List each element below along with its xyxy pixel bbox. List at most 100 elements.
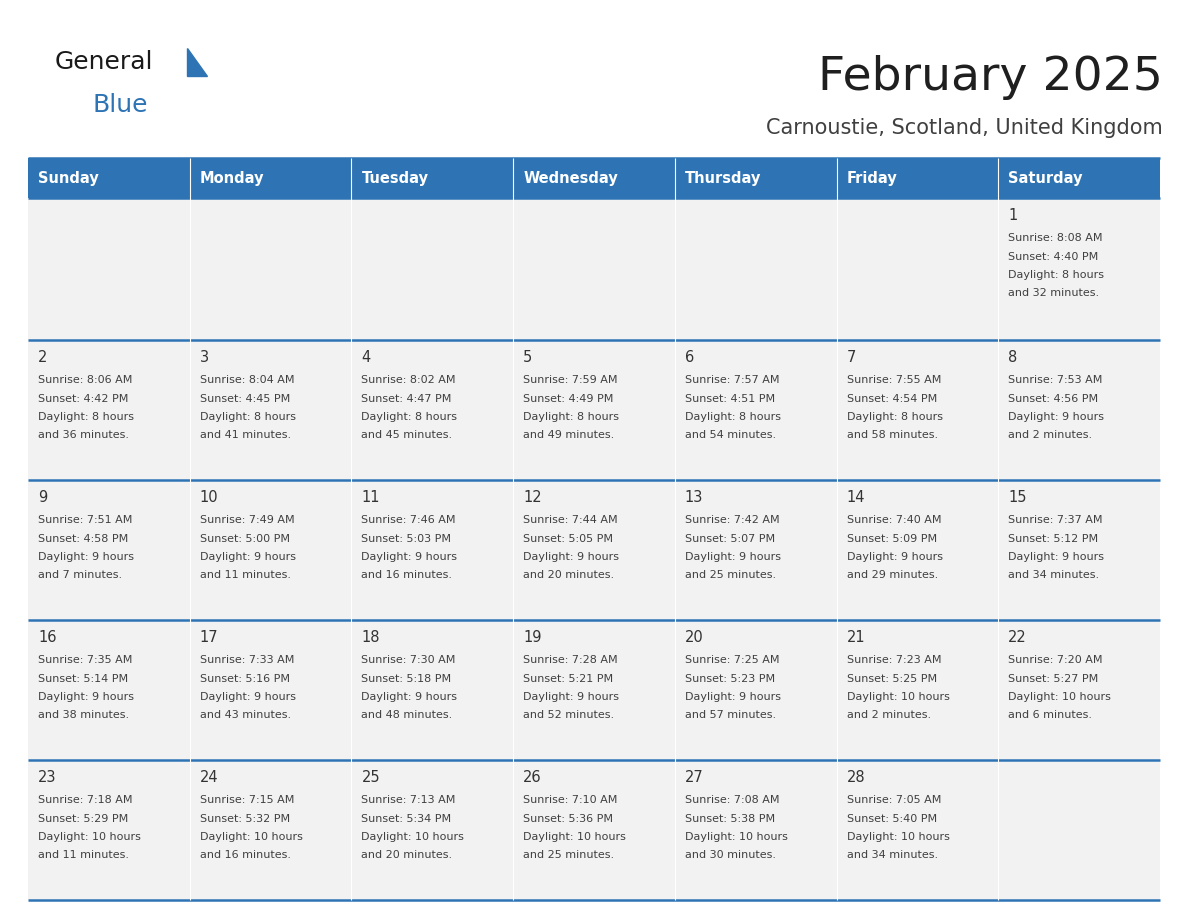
- Text: Daylight: 9 hours: Daylight: 9 hours: [38, 692, 134, 702]
- Text: 22: 22: [1009, 630, 1028, 645]
- Text: February 2025: February 2025: [819, 55, 1163, 100]
- Text: Daylight: 8 hours: Daylight: 8 hours: [847, 412, 942, 422]
- Text: and 57 minutes.: and 57 minutes.: [684, 711, 776, 721]
- Text: Sunrise: 7:57 AM: Sunrise: 7:57 AM: [684, 375, 779, 385]
- Text: and 25 minutes.: and 25 minutes.: [523, 850, 614, 860]
- Text: 13: 13: [684, 490, 703, 505]
- Text: Sunrise: 7:05 AM: Sunrise: 7:05 AM: [847, 795, 941, 805]
- Text: and 20 minutes.: and 20 minutes.: [523, 570, 614, 580]
- Text: and 34 minutes.: and 34 minutes.: [847, 850, 937, 860]
- Text: Daylight: 10 hours: Daylight: 10 hours: [361, 832, 465, 842]
- Text: Daylight: 9 hours: Daylight: 9 hours: [684, 692, 781, 702]
- Text: 3: 3: [200, 350, 209, 365]
- Text: Sunrise: 7:44 AM: Sunrise: 7:44 AM: [523, 515, 618, 525]
- Text: Sunrise: 7:51 AM: Sunrise: 7:51 AM: [38, 515, 132, 525]
- Text: 8: 8: [1009, 350, 1018, 365]
- Text: Sunrise: 7:30 AM: Sunrise: 7:30 AM: [361, 655, 456, 665]
- Text: 6: 6: [684, 350, 694, 365]
- Text: Sunset: 5:34 PM: Sunset: 5:34 PM: [361, 813, 451, 823]
- Text: Sunset: 4:49 PM: Sunset: 4:49 PM: [523, 394, 613, 404]
- Text: and 34 minutes.: and 34 minutes.: [1009, 570, 1099, 580]
- Text: 18: 18: [361, 630, 380, 645]
- Bar: [29, 198, 1159, 340]
- Text: Sunset: 4:45 PM: Sunset: 4:45 PM: [200, 394, 290, 404]
- Text: 7: 7: [847, 350, 855, 365]
- Text: and 7 minutes.: and 7 minutes.: [38, 570, 122, 580]
- Text: Daylight: 9 hours: Daylight: 9 hours: [847, 552, 942, 562]
- Text: 14: 14: [847, 490, 865, 505]
- Text: General: General: [55, 50, 153, 74]
- Text: and 25 minutes.: and 25 minutes.: [684, 570, 776, 580]
- Text: Sunday: Sunday: [38, 171, 99, 185]
- Text: Sunset: 5:14 PM: Sunset: 5:14 PM: [38, 674, 128, 684]
- Text: Sunrise: 7:55 AM: Sunrise: 7:55 AM: [847, 375, 941, 385]
- Text: Friday: Friday: [847, 171, 897, 185]
- Text: Sunset: 5:18 PM: Sunset: 5:18 PM: [361, 674, 451, 684]
- Text: Sunset: 4:56 PM: Sunset: 4:56 PM: [1009, 394, 1099, 404]
- Text: Sunset: 5:38 PM: Sunset: 5:38 PM: [684, 813, 775, 823]
- Text: and 38 minutes.: and 38 minutes.: [38, 711, 129, 721]
- Text: Sunset: 5:27 PM: Sunset: 5:27 PM: [1009, 674, 1099, 684]
- Text: 19: 19: [523, 630, 542, 645]
- Text: Daylight: 9 hours: Daylight: 9 hours: [684, 552, 781, 562]
- Text: Sunset: 5:07 PM: Sunset: 5:07 PM: [684, 533, 775, 543]
- Text: 5: 5: [523, 350, 532, 365]
- Text: Daylight: 8 hours: Daylight: 8 hours: [361, 412, 457, 422]
- Text: Sunset: 5:23 PM: Sunset: 5:23 PM: [684, 674, 775, 684]
- Text: and 43 minutes.: and 43 minutes.: [200, 711, 291, 721]
- Bar: [29, 620, 1159, 760]
- Text: Daylight: 9 hours: Daylight: 9 hours: [523, 552, 619, 562]
- Text: 17: 17: [200, 630, 219, 645]
- Text: 9: 9: [38, 490, 48, 505]
- Text: and 52 minutes.: and 52 minutes.: [523, 711, 614, 721]
- Text: Sunrise: 7:49 AM: Sunrise: 7:49 AM: [200, 515, 295, 525]
- Text: Sunset: 4:58 PM: Sunset: 4:58 PM: [38, 533, 128, 543]
- Text: and 20 minutes.: and 20 minutes.: [361, 850, 453, 860]
- Text: Daylight: 9 hours: Daylight: 9 hours: [1009, 412, 1105, 422]
- Text: 26: 26: [523, 770, 542, 785]
- Text: Sunset: 4:54 PM: Sunset: 4:54 PM: [847, 394, 937, 404]
- Text: 27: 27: [684, 770, 703, 785]
- Text: Sunrise: 7:59 AM: Sunrise: 7:59 AM: [523, 375, 618, 385]
- Text: and 6 minutes.: and 6 minutes.: [1009, 711, 1092, 721]
- Text: Sunrise: 7:37 AM: Sunrise: 7:37 AM: [1009, 515, 1102, 525]
- Text: Daylight: 9 hours: Daylight: 9 hours: [361, 552, 457, 562]
- Text: Sunset: 5:09 PM: Sunset: 5:09 PM: [847, 533, 936, 543]
- Text: and 2 minutes.: and 2 minutes.: [1009, 431, 1093, 441]
- Text: Sunset: 5:00 PM: Sunset: 5:00 PM: [200, 533, 290, 543]
- Text: Sunset: 5:29 PM: Sunset: 5:29 PM: [38, 813, 128, 823]
- Text: Carnoustie, Scotland, United Kingdom: Carnoustie, Scotland, United Kingdom: [766, 118, 1163, 138]
- Text: 12: 12: [523, 490, 542, 505]
- Text: Blue: Blue: [93, 93, 148, 117]
- Text: Sunrise: 7:40 AM: Sunrise: 7:40 AM: [847, 515, 941, 525]
- Text: Sunset: 4:47 PM: Sunset: 4:47 PM: [361, 394, 451, 404]
- Text: Sunset: 5:21 PM: Sunset: 5:21 PM: [523, 674, 613, 684]
- Text: Sunrise: 7:10 AM: Sunrise: 7:10 AM: [523, 795, 618, 805]
- Text: Daylight: 10 hours: Daylight: 10 hours: [38, 832, 141, 842]
- Text: and 30 minutes.: and 30 minutes.: [684, 850, 776, 860]
- Text: Daylight: 9 hours: Daylight: 9 hours: [523, 692, 619, 702]
- Text: Daylight: 10 hours: Daylight: 10 hours: [847, 832, 949, 842]
- Text: Tuesday: Tuesday: [361, 171, 429, 185]
- Text: Daylight: 9 hours: Daylight: 9 hours: [1009, 552, 1105, 562]
- Text: Sunrise: 7:42 AM: Sunrise: 7:42 AM: [684, 515, 779, 525]
- Text: Sunset: 5:32 PM: Sunset: 5:32 PM: [200, 813, 290, 823]
- Text: Sunrise: 7:33 AM: Sunrise: 7:33 AM: [200, 655, 295, 665]
- Text: and 58 minutes.: and 58 minutes.: [847, 431, 937, 441]
- Text: and 16 minutes.: and 16 minutes.: [361, 570, 453, 580]
- Text: 15: 15: [1009, 490, 1026, 505]
- Text: and 41 minutes.: and 41 minutes.: [200, 431, 291, 441]
- Text: Sunset: 5:40 PM: Sunset: 5:40 PM: [847, 813, 936, 823]
- Text: and 29 minutes.: and 29 minutes.: [847, 570, 937, 580]
- Text: Saturday: Saturday: [1009, 171, 1082, 185]
- Text: 25: 25: [361, 770, 380, 785]
- Text: Daylight: 10 hours: Daylight: 10 hours: [847, 692, 949, 702]
- Text: Daylight: 9 hours: Daylight: 9 hours: [361, 692, 457, 702]
- Text: Sunrise: 7:13 AM: Sunrise: 7:13 AM: [361, 795, 456, 805]
- Text: Sunrise: 8:08 AM: Sunrise: 8:08 AM: [1009, 233, 1102, 243]
- Text: and 48 minutes.: and 48 minutes.: [361, 711, 453, 721]
- Text: Daylight: 9 hours: Daylight: 9 hours: [200, 552, 296, 562]
- Text: Sunset: 4:51 PM: Sunset: 4:51 PM: [684, 394, 775, 404]
- Text: Sunrise: 7:23 AM: Sunrise: 7:23 AM: [847, 655, 941, 665]
- Text: 24: 24: [200, 770, 219, 785]
